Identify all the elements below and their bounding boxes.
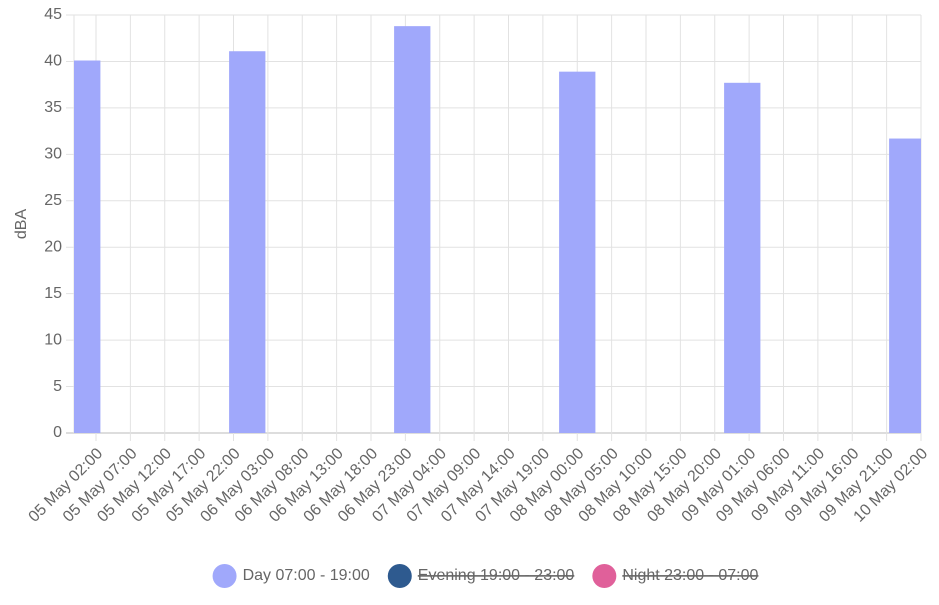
y-tick-label: 40 xyxy=(44,53,62,70)
legend-marker[interactable] xyxy=(387,564,412,588)
bar xyxy=(229,51,266,433)
bar xyxy=(394,26,431,433)
legend-label[interactable]: Night 23:00 - 07:00 xyxy=(622,567,758,584)
y-axis-label: dBA xyxy=(13,209,30,240)
bar xyxy=(889,138,921,433)
bar xyxy=(559,71,596,433)
y-tick-label: 5 xyxy=(53,378,62,395)
y-tick-label: 25 xyxy=(44,192,62,209)
bar xyxy=(724,82,761,433)
y-tick-label: 45 xyxy=(44,6,62,23)
y-tick-label: 0 xyxy=(53,424,62,441)
bar xyxy=(74,60,101,433)
legend-label[interactable]: Day 07:00 - 19:00 xyxy=(243,567,370,584)
legend-label[interactable]: Evening 19:00 - 23:00 xyxy=(418,567,575,584)
y-tick-label: 30 xyxy=(44,146,62,163)
bars xyxy=(74,26,921,433)
y-tick-label: 20 xyxy=(44,238,62,255)
legend-marker[interactable] xyxy=(212,564,237,588)
grid xyxy=(66,14,922,441)
y-tick-label: 15 xyxy=(44,285,62,302)
legend-marker[interactable] xyxy=(592,564,617,588)
y-tick-label: 35 xyxy=(44,99,62,116)
y-tick-label: 10 xyxy=(44,331,62,348)
